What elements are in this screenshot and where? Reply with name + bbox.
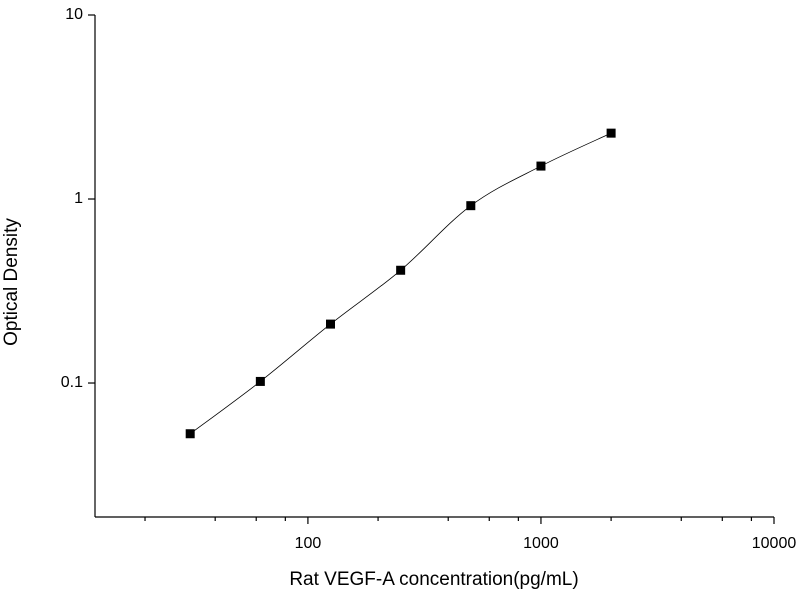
fit-curve xyxy=(189,132,612,435)
point xyxy=(396,265,406,275)
x-axis-title: Rat VEGF-A concentration(pg/mL) xyxy=(289,569,578,590)
x-tick-label: 1000 xyxy=(523,535,559,552)
point xyxy=(536,161,546,171)
point xyxy=(185,429,195,439)
y-tick-label: 1 xyxy=(74,190,83,207)
point xyxy=(255,376,265,386)
point xyxy=(606,128,616,138)
x-tick-label: 100 xyxy=(295,535,322,552)
x-tick-label: 10000 xyxy=(752,535,797,552)
y-tick-label: 0.1 xyxy=(61,374,83,391)
y-axis-title: Optical Density xyxy=(1,218,22,346)
point xyxy=(326,319,336,329)
y-tick-label: 10 xyxy=(65,6,83,23)
point xyxy=(466,201,476,211)
